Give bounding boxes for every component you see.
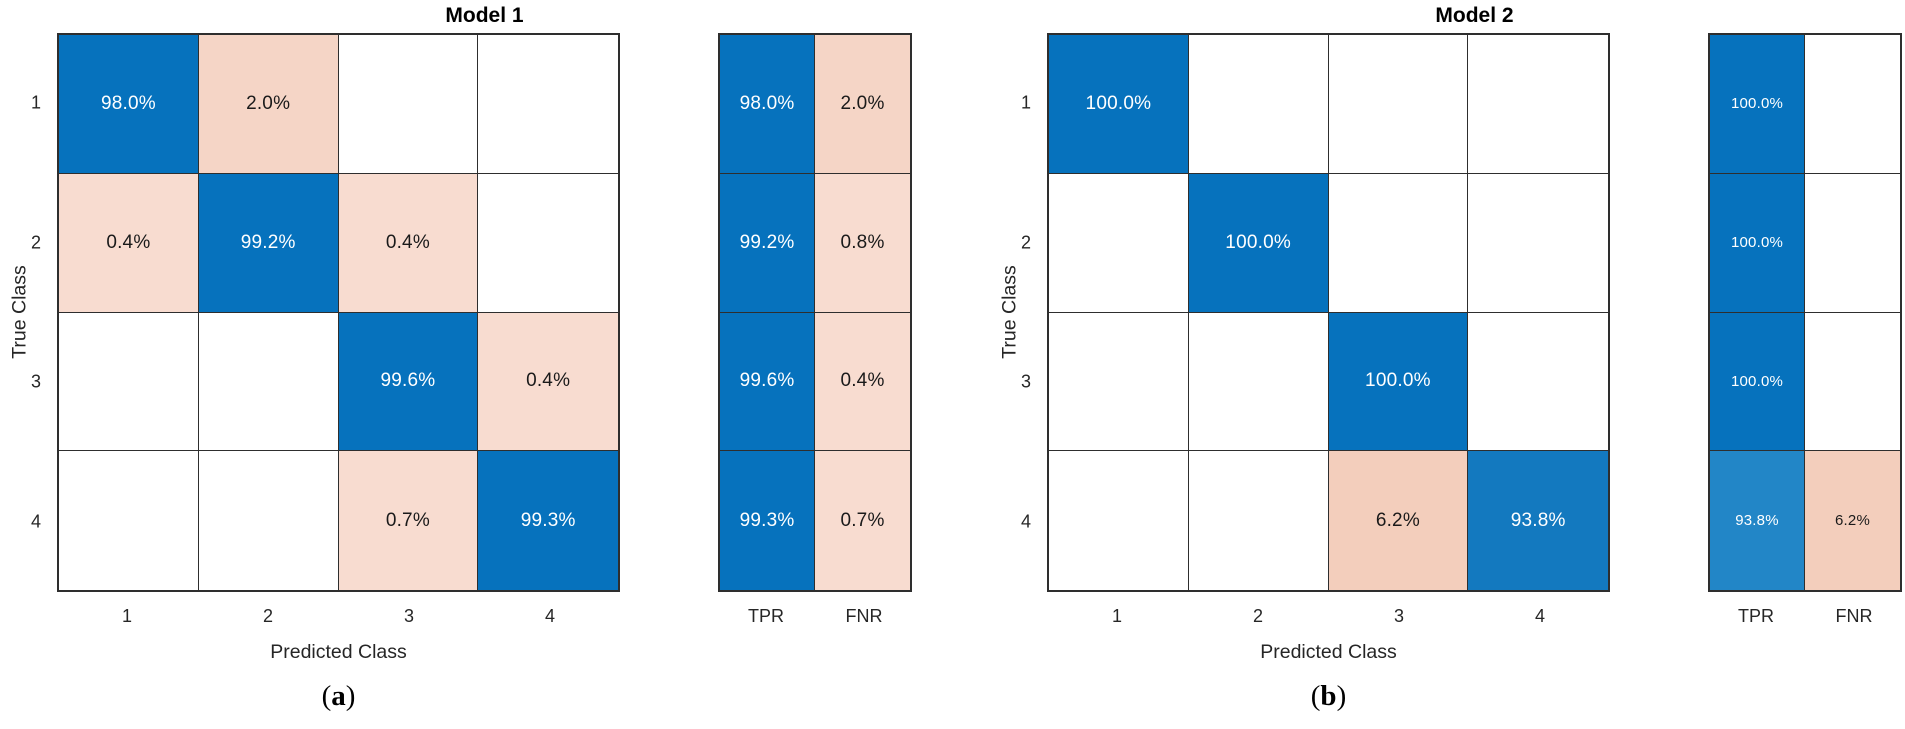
summary-cell: 99.3% <box>720 451 815 590</box>
matrix-cell: 0.4% <box>59 173 199 313</box>
summary-cell: 0.7% <box>815 451 910 590</box>
x-tick-label: 2 <box>262 606 274 626</box>
matrix-cell: 100.0% <box>1328 312 1469 452</box>
summary-cell: 0.8% <box>815 173 910 313</box>
summary-cell: 100.0% <box>1710 312 1805 452</box>
matrix-cell <box>59 451 199 590</box>
subfigure-caption: (a) <box>57 680 620 713</box>
matrix-cell: 99.3% <box>478 451 618 590</box>
summary-cell: 98.0% <box>720 35 815 174</box>
matrix-cell: 100.0% <box>1188 173 1329 313</box>
y-tick-label: 1 <box>1020 92 1031 113</box>
matrix-cell <box>338 35 479 174</box>
matrix-cell <box>59 312 199 452</box>
matrix-cell <box>478 35 618 174</box>
summary-cell <box>1805 312 1900 452</box>
matrix-cell: 98.0% <box>59 35 199 174</box>
chart-title: Model 2 <box>1435 4 1514 27</box>
y-tick-label: 3 <box>1020 371 1031 392</box>
chart-title: Model 1 <box>445 4 524 27</box>
summary-column-label: TPR <box>1738 606 1774 626</box>
summary-cell: 2.0% <box>815 35 910 174</box>
matrix-cell <box>1049 173 1189 313</box>
matrix-cell <box>1049 451 1189 590</box>
summary-cell: 6.2% <box>1805 451 1900 590</box>
matrix-cell <box>1328 35 1469 174</box>
matrix-cell: 100.0% <box>1049 35 1189 174</box>
matrix-cell: 93.8% <box>1468 451 1608 590</box>
x-tick-label: 4 <box>1534 606 1546 626</box>
matrix-cell <box>1468 35 1608 174</box>
caption-letter: a <box>331 680 346 712</box>
x-axis-label: Predicted Class <box>1260 641 1397 663</box>
summary-column-label: TPR <box>748 606 784 626</box>
y-tick-label: 2 <box>1020 232 1031 253</box>
caption-letter: b <box>1320 680 1337 712</box>
matrix-cell <box>1328 173 1469 313</box>
x-tick-label: 2 <box>1252 606 1264 626</box>
summary-cell: 100.0% <box>1710 35 1805 174</box>
summary-cell <box>1805 35 1900 174</box>
x-tick-label: 4 <box>544 606 556 626</box>
summary-cell <box>1805 173 1900 313</box>
confusion-matrix-grid: 98.0% 2.0% 0.4% 99.2% 0.4% 99.6% 0.4% 0.7% 99.3% <box>57 33 620 592</box>
summary-cell: 0.4% <box>815 312 910 452</box>
summary-column-labels: TPR FNR <box>0 606 955 632</box>
caption-paren-close: ) <box>345 680 356 712</box>
y-tick-label: 3 <box>30 371 41 392</box>
matrix-cell: 2.0% <box>198 35 339 174</box>
matrix-cell <box>1188 312 1329 452</box>
matrix-cell: 0.4% <box>478 312 618 452</box>
caption-paren-close: ) <box>1336 680 1347 712</box>
matrix-cell <box>198 312 339 452</box>
y-tick-labels: 1 2 3 4 <box>0 0 49 729</box>
matrix-cell <box>478 173 618 313</box>
matrix-cell: 99.6% <box>338 312 479 452</box>
confusion-matrix-grid: 100.0% 100.0% 100.0% 6.2% 93.8% <box>1047 33 1610 592</box>
y-tick-label: 4 <box>1020 511 1031 532</box>
summary-column-labels: TPR FNR <box>990 606 1905 632</box>
y-tick-labels: 1 2 3 4 <box>990 0 1039 729</box>
summary-cell: 99.2% <box>720 173 815 313</box>
summary-cell: 93.8% <box>1710 451 1805 590</box>
row-summary-grid: 98.0% 2.0% 99.2% 0.8% 99.6% 0.4% 99.3% 0.7% <box>718 33 912 592</box>
matrix-cell <box>1188 35 1329 174</box>
matrix-cell: 0.7% <box>338 451 479 590</box>
y-tick-label: 4 <box>30 511 41 532</box>
x-tick-labels: 1 2 3 4 <box>0 606 955 632</box>
summary-cell: 100.0% <box>1710 173 1805 313</box>
matrix-cell: 99.2% <box>198 173 339 313</box>
x-tick-label: 3 <box>403 606 415 626</box>
matrix-cell: 6.2% <box>1328 451 1469 590</box>
caption-paren-open: ( <box>1310 680 1321 712</box>
subfigure-caption: (b) <box>1047 680 1610 713</box>
caption-paren-open: ( <box>321 680 332 712</box>
row-summary-grid: 100.0% 100.0% 100.0% 93.8% 6.2% <box>1708 33 1902 592</box>
summary-column-label: FNR <box>1835 606 1873 626</box>
x-axis-label: Predicted Class <box>270 641 407 663</box>
y-tick-label: 2 <box>30 232 41 253</box>
x-tick-label: 1 <box>1111 606 1123 626</box>
summary-column-label: FNR <box>845 606 883 626</box>
matrix-cell: 0.4% <box>338 173 479 313</box>
matrix-cell <box>1468 173 1608 313</box>
matrix-cell <box>1188 451 1329 590</box>
matrix-cell <box>1049 312 1189 452</box>
matrix-cell <box>198 451 339 590</box>
x-tick-label: 1 <box>121 606 133 626</box>
matrix-cell <box>1468 312 1608 452</box>
y-tick-label: 1 <box>30 92 41 113</box>
x-tick-labels: 1 2 3 4 <box>990 606 1905 632</box>
summary-cell: 99.6% <box>720 312 815 452</box>
x-tick-label: 3 <box>1393 606 1405 626</box>
